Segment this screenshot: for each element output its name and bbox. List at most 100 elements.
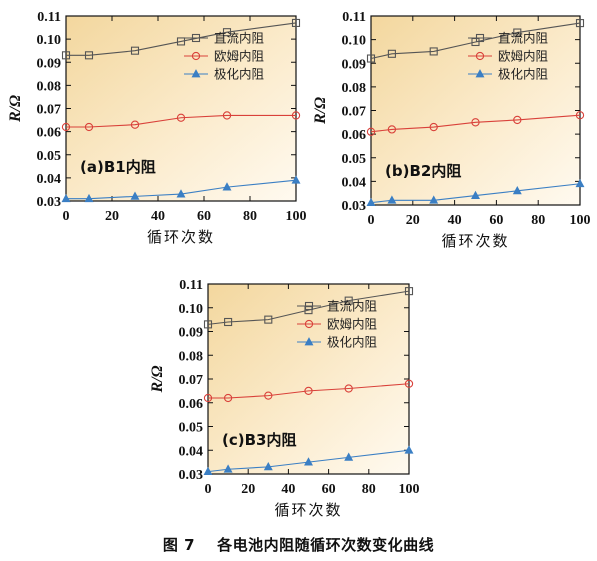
- x-tick-label: 20: [406, 213, 420, 228]
- data-point-circle: [176, 113, 186, 122]
- x-tick-label: 40: [448, 213, 462, 228]
- y-tick-label: 0.05: [179, 421, 204, 436]
- chart-panel-b: 0.03 0.04 0.05 0.06 0.07 0.08 0.09 0.10 0.11 0 20 4…: [312, 10, 591, 250]
- y-tick-label: 0.07: [37, 103, 62, 118]
- data-point-square: [513, 28, 522, 37]
- y-tick-label: 0.03: [37, 195, 62, 210]
- legend-label-circle: 欧姆内阻: [327, 317, 378, 332]
- data-point-triangle: [291, 175, 301, 184]
- plot-frame: [370, 15, 581, 206]
- y-tick-label: 0.08: [179, 349, 204, 364]
- data-point-square: [344, 296, 353, 305]
- legend-marker-square: [304, 301, 314, 311]
- figure-caption-number: 图 7: [162, 536, 196, 554]
- x-tick-label: 100: [286, 209, 307, 224]
- x-tick-label: 60: [197, 209, 211, 224]
- legend-marker-square: [191, 33, 201, 43]
- plot-background: [208, 284, 409, 474]
- x-tick-label: 20: [241, 482, 255, 497]
- y-tick-label: 0.09: [342, 57, 367, 72]
- y-tick-label: 0.06: [37, 126, 62, 141]
- data-point-square: [304, 306, 313, 315]
- y-tick-label: 0.07: [342, 105, 367, 120]
- legend-label-square: 直流内阻: [214, 31, 265, 46]
- legend-marker-square: [475, 33, 485, 43]
- y-axis-label: R/Ω: [312, 97, 329, 125]
- series-line-triangle: [370, 183, 581, 204]
- y-tick-label: 0.10: [37, 33, 62, 48]
- plot-background: [371, 16, 580, 205]
- y-tick-label: 0.09: [37, 56, 62, 71]
- legend-label-triangle: 极化内阻: [214, 67, 265, 82]
- data-point-circle: [387, 125, 397, 134]
- legend-marker-triangle: [191, 69, 201, 78]
- legend-marker-circle: [304, 319, 314, 329]
- legend-label-square: 直流内阻: [498, 31, 549, 46]
- y-axis-label: R/Ω: [149, 365, 166, 393]
- y-tick-label: 0.04: [179, 444, 204, 459]
- data-point-circle: [429, 122, 438, 132]
- data-point-circle: [222, 111, 232, 120]
- y-tick-label: 0.11: [37, 10, 61, 25]
- y-tick-label: 0.04: [342, 175, 367, 190]
- data-point-circle: [84, 122, 94, 132]
- legend-label-triangle: 极化内阻: [327, 335, 378, 350]
- data-point-square: [575, 19, 585, 28]
- data-point-circle: [130, 120, 140, 129]
- panel-label-b: (b)B2内阻: [385, 162, 461, 180]
- y-tick-label: 0.03: [179, 468, 204, 483]
- y-tick-label: 0.10: [342, 34, 367, 49]
- data-point-circle: [203, 393, 213, 403]
- data-point-triangle: [344, 452, 354, 461]
- legend-label-circle: 欧姆内阻: [498, 49, 549, 64]
- plot-frame: [207, 283, 410, 475]
- plot-background: [66, 16, 296, 201]
- x-tick-label: 60: [322, 482, 336, 497]
- legend-marker-circle: [191, 51, 201, 61]
- y-tick-label: 0.04: [37, 172, 62, 187]
- data-point-circle: [223, 393, 233, 403]
- y-tick-label: 0.10: [179, 302, 204, 317]
- x-axis-label: 循环次数: [441, 232, 509, 250]
- legend-marker-triangle: [304, 337, 314, 346]
- y-tick-label: 0.07: [179, 373, 204, 388]
- series-line-triangle: [207, 449, 410, 473]
- legend-marker-triangle: [475, 69, 485, 78]
- plot-frame: [65, 15, 297, 202]
- data-point-circle: [264, 391, 273, 400]
- data-point-circle: [291, 111, 301, 120]
- data-point-triangle: [575, 178, 585, 188]
- data-point-triangle: [222, 182, 232, 191]
- x-tick-label: 0: [63, 209, 70, 224]
- chart-panel-c: 0.03 0.04 0.05 0.06 0.07 0.08 0.09 0.10 0.11 0 20 4…: [149, 278, 420, 519]
- data-point-triangle: [176, 189, 186, 198]
- x-tick-label: 40: [281, 482, 295, 497]
- figure-caption-text: 各电池内阻随循环次数变化曲线: [217, 536, 435, 554]
- legend-marker-circle: [475, 51, 485, 61]
- data-point-square: [224, 317, 233, 327]
- figure-caption: 图 7 各电池内阻随循环次数变化曲线: [0, 534, 597, 555]
- y-tick-label: 0.11: [342, 10, 366, 25]
- x-tick-label: 100: [570, 213, 591, 228]
- y-tick-label: 0.08: [342, 81, 367, 96]
- data-point-square: [222, 28, 232, 37]
- data-point-square: [203, 320, 213, 329]
- data-point-square: [61, 51, 71, 60]
- panel-label-a: (a)B1内阻: [80, 158, 156, 176]
- x-tick-label: 60: [489, 213, 503, 228]
- data-point-triangle: [387, 195, 397, 204]
- y-axis-label: R/Ω: [7, 95, 24, 123]
- data-point-square: [387, 49, 396, 58]
- x-tick-label: 80: [243, 209, 257, 224]
- data-point-triangle: [223, 464, 233, 473]
- panel-label-c: (c)B3内阻: [222, 431, 296, 449]
- data-point-circle: [404, 379, 414, 388]
- x-tick-label: 0: [205, 482, 212, 497]
- x-axis-label: 循环次数: [274, 501, 342, 519]
- data-point-square: [429, 47, 438, 56]
- y-tick-label: 0.06: [342, 128, 367, 143]
- data-point-triangle: [61, 193, 71, 203]
- data-point-circle: [513, 115, 522, 125]
- x-tick-label: 80: [362, 482, 376, 497]
